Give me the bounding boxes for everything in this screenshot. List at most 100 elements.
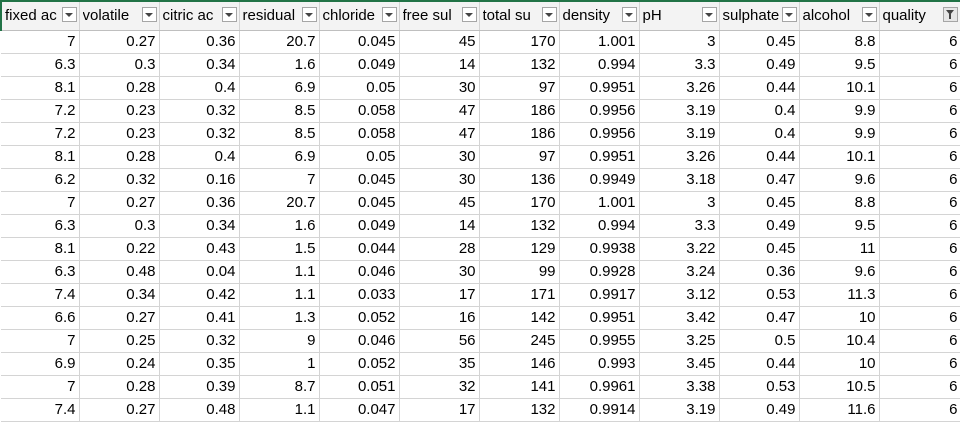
table-cell[interactable]: 6 xyxy=(879,214,960,238)
table-cell[interactable]: 9 xyxy=(239,329,320,353)
table-cell[interactable]: 3 xyxy=(639,191,720,215)
table-cell[interactable]: 3.3 xyxy=(639,214,720,238)
table-cell[interactable]: 35 xyxy=(399,352,480,376)
table-cell[interactable]: 0.44 xyxy=(719,76,800,100)
table-cell[interactable]: 3.19 xyxy=(639,122,720,146)
table-cell[interactable]: 14 xyxy=(399,214,480,238)
table-cell[interactable]: 7 xyxy=(1,375,80,399)
table-cell[interactable]: 3.26 xyxy=(639,145,720,169)
table-cell[interactable]: 7 xyxy=(1,191,80,215)
table-cell[interactable]: 0.27 xyxy=(79,30,160,54)
table-cell[interactable]: 0.27 xyxy=(79,306,160,330)
table-cell[interactable]: 1.5 xyxy=(239,237,320,261)
table-cell[interactable]: 0.993 xyxy=(559,352,640,376)
table-cell[interactable]: 245 xyxy=(479,329,560,353)
table-cell[interactable]: 8.1 xyxy=(1,237,80,261)
filter-dropdown-button[interactable] xyxy=(141,7,157,22)
table-cell[interactable]: 0.43 xyxy=(159,237,240,261)
table-cell[interactable]: 3.18 xyxy=(639,168,720,192)
table-cell[interactable]: 3.12 xyxy=(639,283,720,307)
table-cell[interactable]: 8.8 xyxy=(799,191,880,215)
column-header[interactable]: density xyxy=(559,0,640,31)
table-cell[interactable]: 47 xyxy=(399,99,480,123)
table-cell[interactable]: 0.9961 xyxy=(559,375,640,399)
table-cell[interactable]: 136 xyxy=(479,168,560,192)
table-cell[interactable]: 0.28 xyxy=(79,375,160,399)
table-cell[interactable]: 0.16 xyxy=(159,168,240,192)
table-cell[interactable]: 6 xyxy=(879,352,960,376)
table-cell[interactable]: 0.9955 xyxy=(559,329,640,353)
table-cell[interactable]: 0.9917 xyxy=(559,283,640,307)
table-cell[interactable]: 9.6 xyxy=(799,168,880,192)
table-cell[interactable]: 0.44 xyxy=(719,145,800,169)
table-cell[interactable]: 0.36 xyxy=(719,260,800,284)
table-cell[interactable]: 0.052 xyxy=(319,352,400,376)
table-cell[interactable]: 186 xyxy=(479,122,560,146)
filter-dropdown-button[interactable] xyxy=(381,7,397,22)
table-cell[interactable]: 0.9956 xyxy=(559,122,640,146)
table-cell[interactable]: 6.9 xyxy=(1,352,80,376)
table-cell[interactable]: 0.045 xyxy=(319,191,400,215)
table-cell[interactable]: 9.9 xyxy=(799,99,880,123)
table-cell[interactable]: 0.35 xyxy=(159,352,240,376)
table-cell[interactable]: 0.27 xyxy=(79,398,160,422)
column-header[interactable]: volatile xyxy=(79,0,160,31)
table-cell[interactable]: 0.047 xyxy=(319,398,400,422)
table-cell[interactable]: 7.2 xyxy=(1,122,80,146)
column-header[interactable]: quality xyxy=(879,0,960,31)
table-cell[interactable]: 170 xyxy=(479,191,560,215)
table-cell[interactable]: 8.7 xyxy=(239,375,320,399)
table-cell[interactable]: 9.5 xyxy=(799,214,880,238)
table-cell[interactable]: 0.42 xyxy=(159,283,240,307)
table-cell[interactable]: 7 xyxy=(1,329,80,353)
table-cell[interactable]: 0.4 xyxy=(719,99,800,123)
table-cell[interactable]: 6.3 xyxy=(1,214,80,238)
table-cell[interactable]: 6.9 xyxy=(239,76,320,100)
table-cell[interactable]: 9.5 xyxy=(799,53,880,77)
table-cell[interactable]: 11.6 xyxy=(799,398,880,422)
table-cell[interactable]: 0.05 xyxy=(319,76,400,100)
table-cell[interactable]: 0.49 xyxy=(719,214,800,238)
filter-dropdown-button[interactable] xyxy=(301,7,317,22)
table-cell[interactable]: 0.9951 xyxy=(559,145,640,169)
table-cell[interactable]: 10.1 xyxy=(799,76,880,100)
table-cell[interactable]: 0.9928 xyxy=(559,260,640,284)
table-cell[interactable]: 0.049 xyxy=(319,53,400,77)
table-cell[interactable]: 0.34 xyxy=(79,283,160,307)
table-cell[interactable]: 0.049 xyxy=(319,214,400,238)
table-cell[interactable]: 9.6 xyxy=(799,260,880,284)
table-cell[interactable]: 32 xyxy=(399,375,480,399)
table-cell[interactable]: 1 xyxy=(239,352,320,376)
table-cell[interactable]: 0.9956 xyxy=(559,99,640,123)
table-cell[interactable]: 3.26 xyxy=(639,76,720,100)
table-cell[interactable]: 6 xyxy=(879,191,960,215)
table-cell[interactable]: 0.44 xyxy=(719,352,800,376)
table-cell[interactable]: 20.7 xyxy=(239,191,320,215)
table-cell[interactable]: 0.24 xyxy=(79,352,160,376)
table-cell[interactable]: 0.058 xyxy=(319,122,400,146)
table-cell[interactable]: 3.38 xyxy=(639,375,720,399)
table-cell[interactable]: 0.045 xyxy=(319,168,400,192)
table-cell[interactable]: 3.22 xyxy=(639,237,720,261)
table-cell[interactable]: 141 xyxy=(479,375,560,399)
filter-dropdown-button[interactable] xyxy=(781,7,797,22)
table-cell[interactable]: 7.2 xyxy=(1,99,80,123)
filter-dropdown-button[interactable] xyxy=(701,7,717,22)
table-cell[interactable]: 0.39 xyxy=(159,375,240,399)
table-cell[interactable]: 132 xyxy=(479,53,560,77)
table-cell[interactable]: 0.34 xyxy=(159,214,240,238)
table-cell[interactable]: 0.044 xyxy=(319,237,400,261)
table-cell[interactable]: 3.3 xyxy=(639,53,720,77)
table-cell[interactable]: 1.1 xyxy=(239,283,320,307)
table-cell[interactable]: 0.058 xyxy=(319,99,400,123)
table-cell[interactable]: 30 xyxy=(399,145,480,169)
table-cell[interactable]: 10.4 xyxy=(799,329,880,353)
table-cell[interactable]: 0.47 xyxy=(719,168,800,192)
table-cell[interactable]: 56 xyxy=(399,329,480,353)
table-cell[interactable]: 3.25 xyxy=(639,329,720,353)
table-cell[interactable]: 7 xyxy=(1,30,80,54)
table-cell[interactable]: 17 xyxy=(399,283,480,307)
table-cell[interactable]: 0.45 xyxy=(719,30,800,54)
table-cell[interactable]: 0.4 xyxy=(719,122,800,146)
table-cell[interactable]: 0.32 xyxy=(159,329,240,353)
